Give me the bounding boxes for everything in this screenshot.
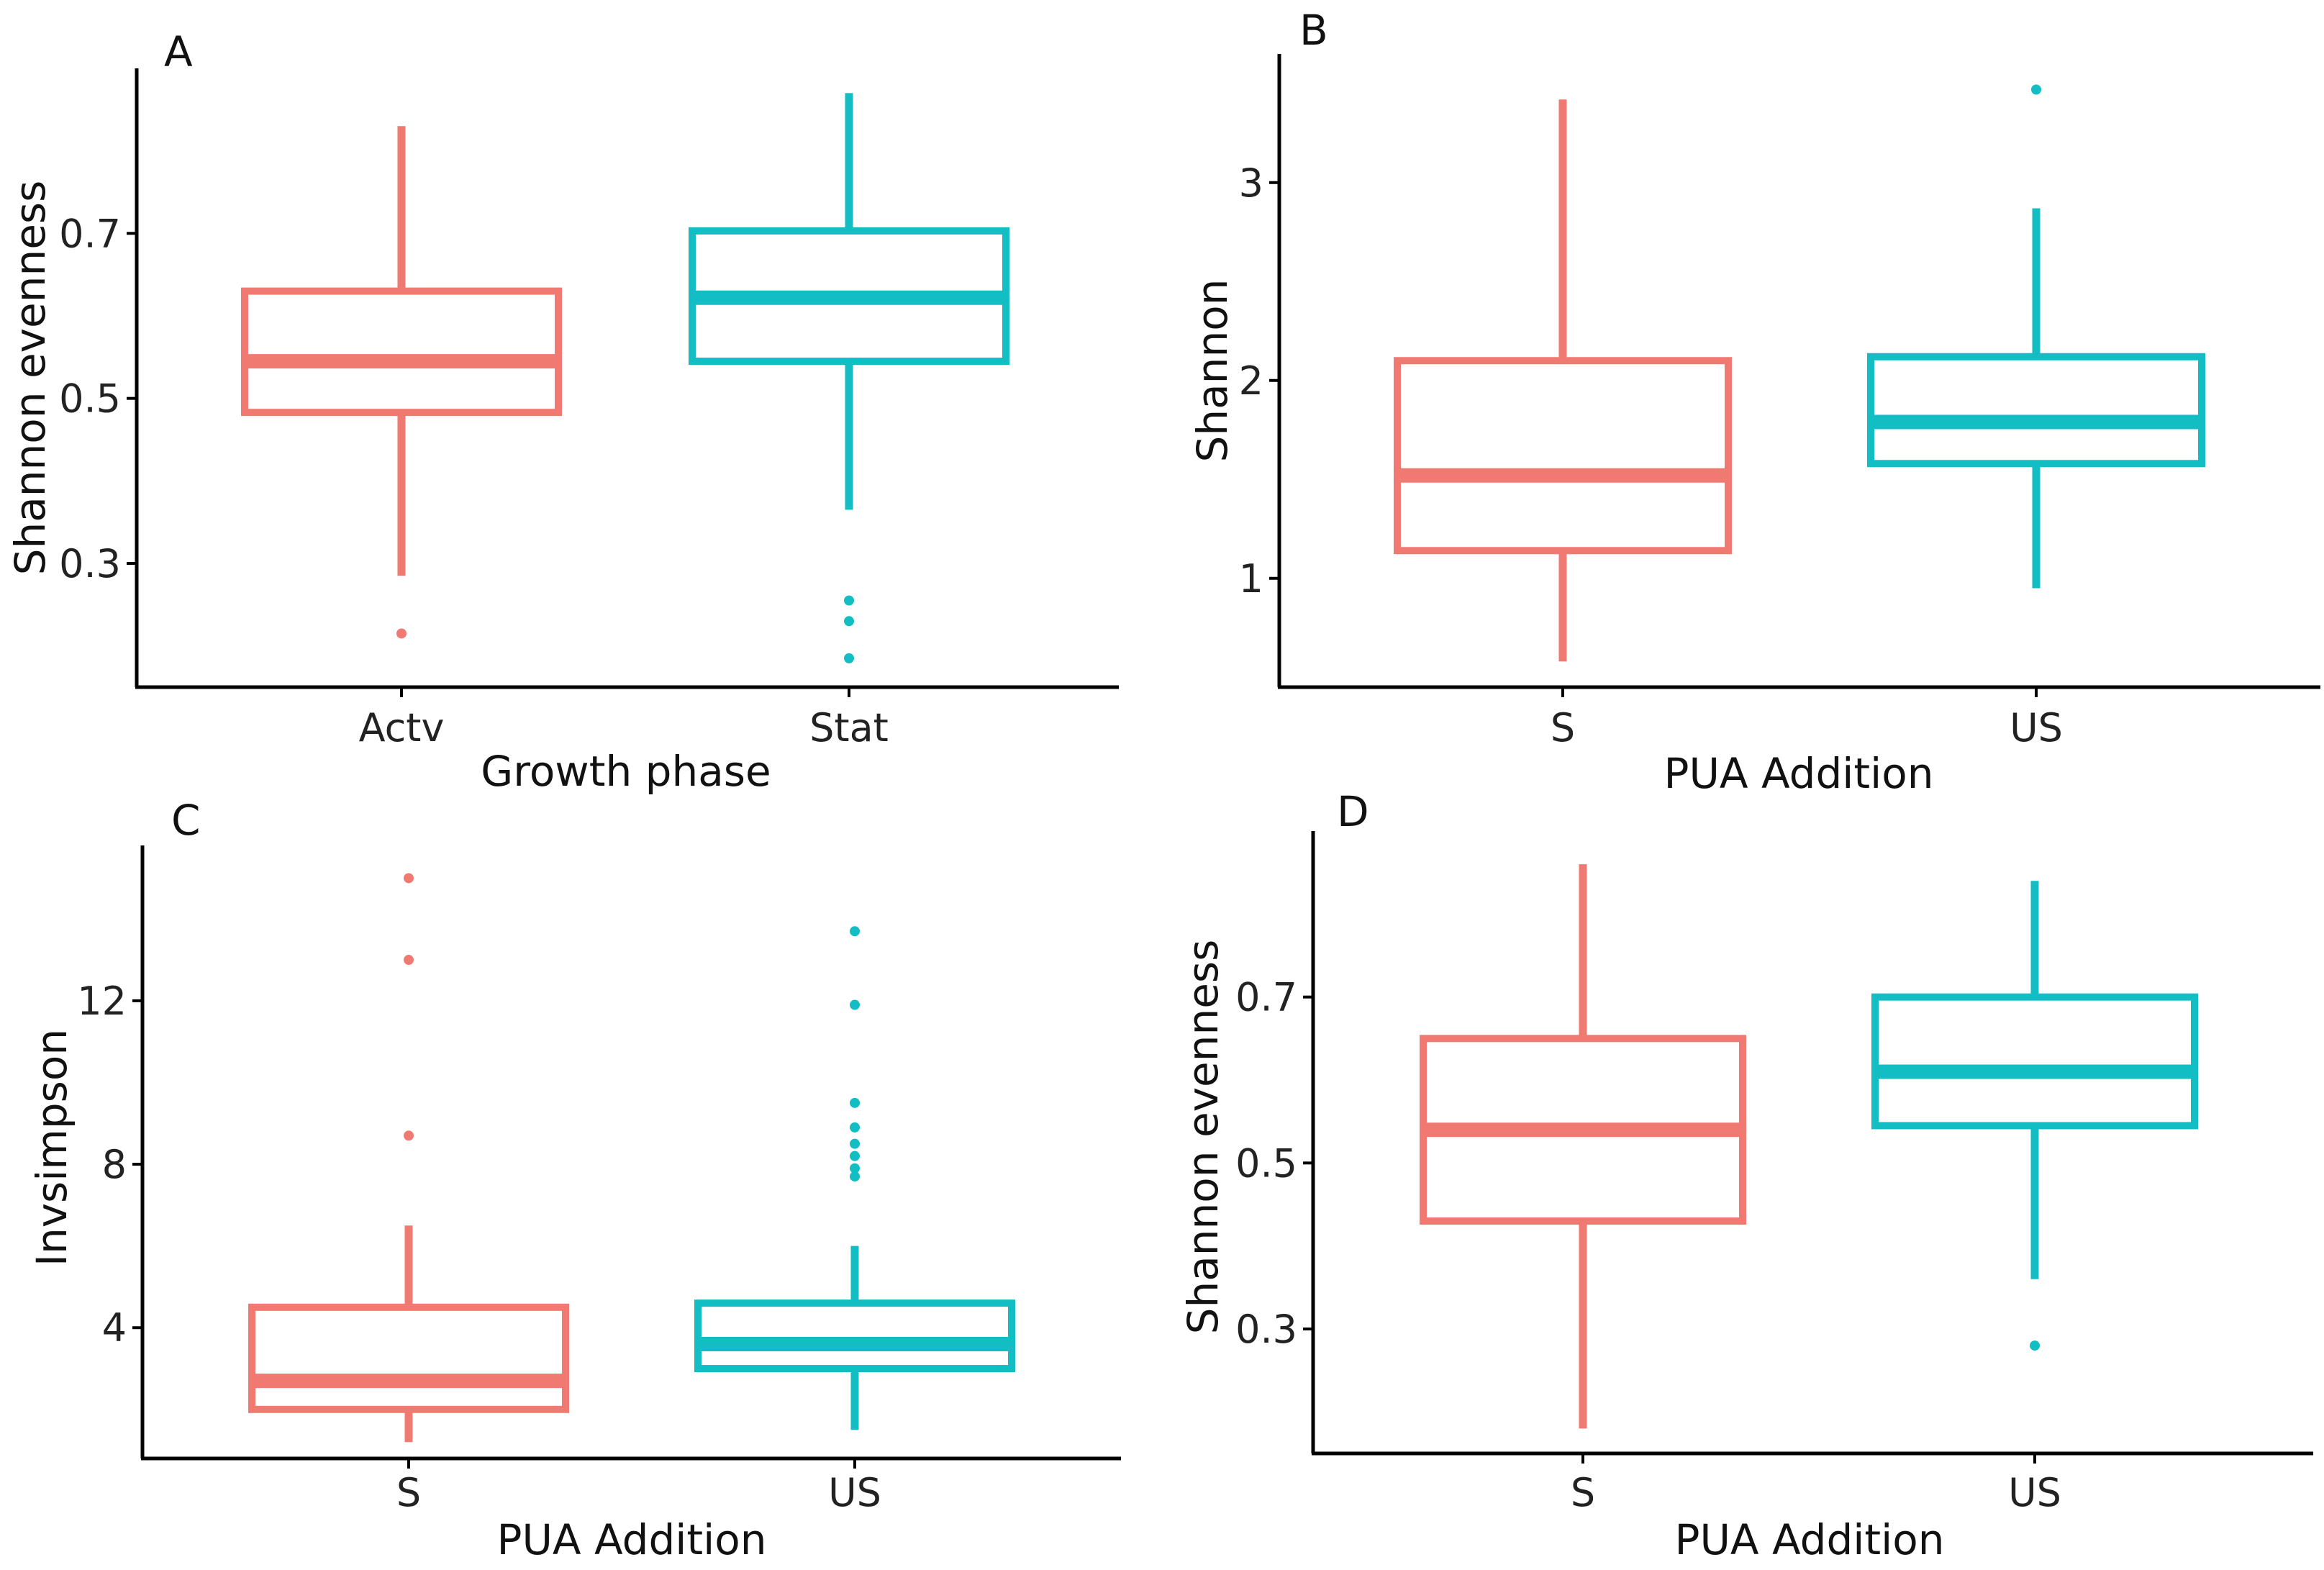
panel-b: B Shannon PUA Addition 1 2 3 S US	[1188, 6, 2320, 798]
iqr-box	[248, 1303, 569, 1413]
x-tick-label: S	[1551, 705, 1575, 750]
outlier-point	[850, 1138, 860, 1149]
outlier-point	[404, 955, 414, 966]
panel-c: C Invsimpson PUA Addition 4 8 12 S US	[27, 796, 1121, 1564]
y-tick-label: 0.7	[59, 211, 121, 256]
y-tick-label: 0.5	[1235, 1140, 1297, 1186]
outlier-point	[850, 999, 860, 1010]
outlier-point	[850, 1163, 860, 1174]
box-s	[1420, 864, 1746, 1429]
y-axis-title: Shannon evenness	[6, 181, 55, 576]
panel-label: A	[164, 27, 193, 76]
panel-label: D	[1337, 787, 1369, 836]
outlier-point	[850, 1171, 860, 1182]
y-tick-label: 12	[77, 979, 127, 1024]
outlier-point	[844, 595, 854, 606]
box-actv	[241, 126, 562, 639]
x-tick-label: S	[1571, 1470, 1595, 1515]
y-tick-label: 1	[1239, 556, 1263, 602]
outlier-point	[404, 873, 414, 884]
y-axis-title: Shannon	[1188, 279, 1237, 463]
outlier-point	[850, 1097, 860, 1108]
x-tick-label: Stat	[809, 705, 889, 750]
outlier-point	[850, 1122, 860, 1133]
y-tick-label: 0.7	[1235, 975, 1297, 1020]
box-us	[694, 926, 1015, 1430]
x-axis-title: PUA Addition	[496, 1515, 766, 1564]
x-tick-label: Actv	[359, 705, 445, 750]
y-axis-title: Shannon evenness	[1179, 940, 1227, 1335]
x-tick-label: US	[2008, 1470, 2061, 1515]
iqr-box	[1867, 353, 2205, 468]
iqr-box	[241, 287, 562, 417]
outlier-point	[2030, 1340, 2040, 1351]
iqr-box	[1394, 357, 1732, 555]
y-tick-label: 0.3	[59, 541, 121, 586]
outlier-point	[850, 926, 860, 937]
outlier-point	[2031, 84, 2041, 95]
outlier-point	[850, 1151, 860, 1161]
panel-a: A Shannon evenness Growth phase 0.3 0.5 0.…	[6, 27, 1119, 796]
y-tick-label: 3	[1239, 160, 1263, 206]
x-axis-title: PUA Addition	[1663, 749, 1933, 798]
box-us	[1871, 881, 2198, 1351]
y-tick-label: 2	[1239, 358, 1263, 404]
box-us	[1867, 84, 2205, 589]
y-tick-label: 0.3	[1235, 1307, 1297, 1352]
iqr-box	[1871, 993, 2198, 1130]
box-s	[1394, 99, 1732, 662]
box-s	[248, 873, 569, 1443]
y-tick-label: 8	[102, 1142, 127, 1187]
x-axis-title: PUA Addition	[1674, 1515, 1944, 1564]
x-axis-title: Growth phase	[481, 747, 771, 796]
outlier-point	[844, 653, 854, 663]
box-stat	[689, 93, 1009, 663]
x-tick-label: S	[396, 1470, 421, 1515]
outlier-point	[396, 628, 407, 639]
y-tick-label: 4	[102, 1305, 127, 1351]
iqr-box	[694, 1299, 1015, 1373]
y-axis-title: Invsimpson	[27, 1029, 76, 1266]
panel-label: C	[171, 796, 201, 845]
panel-label: B	[1299, 6, 1328, 55]
outlier-point	[404, 1130, 414, 1141]
y-tick-label: 0.5	[59, 376, 121, 422]
outlier-point	[844, 616, 854, 627]
x-tick-label: US	[828, 1470, 881, 1515]
panel-d: D Shannon evenness PUA Addition 0.3 0.5 0.…	[1179, 787, 2313, 1564]
x-tick-label: US	[2010, 705, 2063, 750]
